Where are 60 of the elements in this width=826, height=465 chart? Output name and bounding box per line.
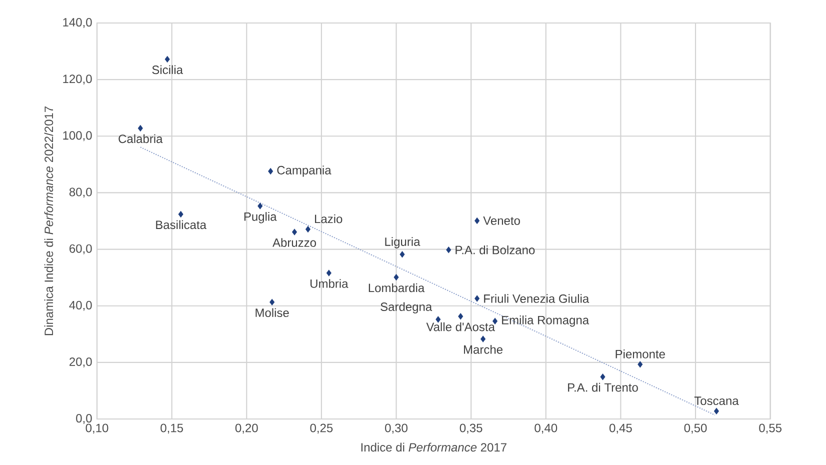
- annotation: Molise: [256, 308, 289, 318]
- point: [326, 270, 332, 276]
- point: [178, 211, 184, 218]
- point: [714, 408, 719, 414]
- annotation: Campania: [277, 166, 332, 177]
- point: [474, 218, 480, 224]
- x-tick-label: 0,20: [235, 424, 258, 434]
- x-tick-label: 0,10: [86, 424, 108, 434]
- y-tick-label: 120,0: [63, 74, 92, 85]
- x-axis-title: Indice di Performance 2017: [361, 442, 506, 452]
- point: [474, 295, 480, 302]
- y-tick-label: 20,0: [70, 357, 92, 368]
- point: [138, 125, 143, 132]
- annotation: Marche: [464, 344, 503, 354]
- y-tick-label: 100,0: [63, 131, 92, 142]
- x-tick-label: 0,40: [534, 424, 558, 434]
- point: [400, 251, 405, 258]
- annotation: P.A. di Trento: [568, 382, 638, 392]
- annotation: Toscana: [694, 396, 739, 406]
- point: [270, 298, 275, 306]
- x-tick-label: 0,15: [160, 424, 183, 434]
- annotation: Basilicata: [156, 220, 206, 230]
- annotation: Sardegna: [380, 302, 432, 314]
- point: [638, 361, 643, 368]
- x-tick-label: 0,25: [310, 424, 333, 434]
- x-tick-label: 0,30: [385, 424, 408, 434]
- x-tick-label: 0,55: [759, 424, 782, 434]
- annotation: Abruzzo: [272, 238, 316, 247]
- annotation: Valle d'Aosta: [426, 322, 495, 332]
- point: [446, 246, 452, 254]
- point: [164, 56, 170, 62]
- annotation: Umbria: [310, 279, 348, 288]
- y-tick-label: 60,0: [70, 244, 92, 254]
- x-tick-label: 0,50: [684, 424, 707, 434]
- point: [394, 274, 399, 280]
- y-tick-label: 140,0: [63, 18, 92, 28]
- annotation: Liguria: [385, 237, 420, 248]
- annotation: Friuli Venezia Giulia: [484, 294, 590, 303]
- annotation: P.A. di Bolzano: [456, 245, 535, 254]
- point: [292, 228, 297, 236]
- x-tick-label: 0,35: [460, 424, 482, 434]
- y-tick-label: 40,0: [69, 300, 92, 311]
- y-axis-title: Dinamica Indice di Performance 2022/2017: [44, 106, 54, 336]
- annotation: Veneto: [483, 216, 520, 225]
- annotation: Calabria: [118, 134, 163, 144]
- x-tick-label: 0,45: [609, 424, 632, 434]
- point: [306, 226, 310, 232]
- annotation: Puglia: [244, 212, 277, 224]
- point: [600, 374, 606, 380]
- y-tick-label: 80,0: [69, 188, 92, 198]
- point: [258, 202, 263, 210]
- y-tick-label: 0,0: [76, 414, 92, 424]
- annotation: Piemonte: [616, 350, 665, 358]
- annotation: Sicilia: [152, 65, 183, 74]
- point: [268, 168, 274, 174]
- point: [480, 336, 486, 342]
- annotation: Lombardia: [368, 283, 425, 292]
- annotation: Lazio: [315, 214, 342, 224]
- point: [458, 313, 464, 320]
- annotation: Emilia Romagna: [502, 316, 590, 327]
